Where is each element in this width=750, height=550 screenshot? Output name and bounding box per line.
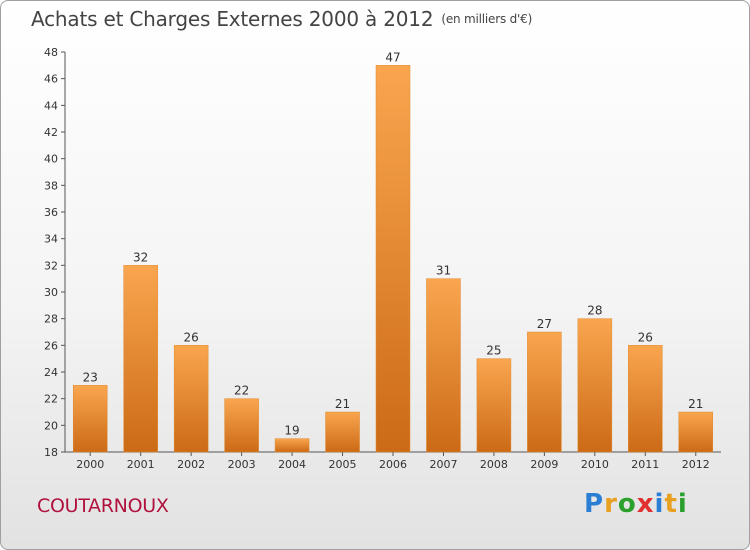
data-label: 26 [638,330,653,344]
data-label: 32 [133,250,148,264]
data-label: 21 [688,397,703,411]
axes: 18 20 22 24 26 28 30 32 34 36 38 40 42 44 46 48 2000 2001… [44,46,721,471]
data-label: 25 [486,344,501,358]
logo-letter: i [654,489,665,519]
bar [72,385,108,453]
logo-letter: i [677,489,688,519]
chart-title-text: Achats et Charges Externes 2000 à 2012 [31,7,434,31]
bar [527,331,562,453]
bar [628,345,663,453]
y-tick-label: 24 [44,366,58,379]
chart-title: Achats et Charges Externes 2000 à 2012 (e… [31,7,532,31]
x-tick-label: 2003 [228,458,256,471]
y-tick-label: 26 [44,339,58,352]
data-label: 26 [184,330,199,344]
bar [123,265,158,453]
y-tick-label: 48 [44,46,58,59]
y-tick-label: 44 [44,99,58,112]
data-label: 28 [587,304,602,318]
y-tick-label: 36 [44,206,58,219]
y-tick-label: 18 [44,446,58,459]
x-tick-label: 2012 [682,458,710,471]
x-tick-label: 2005 [329,458,357,471]
y-tick-label: 20 [44,419,58,432]
logo-letter: t [664,489,678,519]
x-tick-label: 2001 [127,458,155,471]
x-tick-label: 2009 [530,458,558,471]
logo-letter: r [604,489,618,519]
x-tick-label: 2010 [581,458,609,471]
y-tick-label: 40 [44,153,58,166]
bar [325,411,360,453]
bar [224,398,259,453]
data-label: 31 [436,264,451,278]
logo-letter: o [617,489,637,519]
bar [274,438,310,453]
x-tick-label: 2000 [76,458,104,471]
bars: 23 32 26 22 19 21 47 31 25 27 28 26 21 [72,50,714,453]
data-label: 21 [335,397,350,411]
chart-unit-note: (en milliers d'€) [441,12,533,26]
bar [375,65,411,453]
x-tick-label: 2004 [278,458,306,471]
bar [678,411,714,453]
x-tick-label: 2007 [429,458,457,471]
data-label: 22 [234,384,249,398]
bar [476,358,512,453]
commune-name: COUTARNOUX [37,495,169,517]
y-tick-label: 30 [44,286,58,299]
logo-letter: P [584,489,605,519]
x-tick-label: 2011 [631,458,659,471]
y-tick-label: 34 [44,233,58,246]
bar [577,318,613,453]
data-label: 47 [385,50,400,64]
y-tick-label: 32 [44,259,58,272]
y-tick-label: 46 [44,73,58,86]
y-tick-label: 38 [44,179,58,192]
proxiti-logo[interactable]: Proxiti [584,489,688,519]
data-label: 19 [284,424,299,438]
x-tick-label: 2008 [480,458,508,471]
bar [426,278,461,453]
y-tick-label: 22 [44,393,58,406]
data-label: 23 [83,370,98,384]
logo-letter: x [636,489,655,519]
y-tick-label: 42 [44,126,58,139]
bar [173,345,209,453]
x-tick-label: 2006 [379,458,407,471]
x-tick-label: 2002 [177,458,205,471]
data-label: 27 [537,317,552,331]
y-tick-label: 28 [44,313,58,326]
